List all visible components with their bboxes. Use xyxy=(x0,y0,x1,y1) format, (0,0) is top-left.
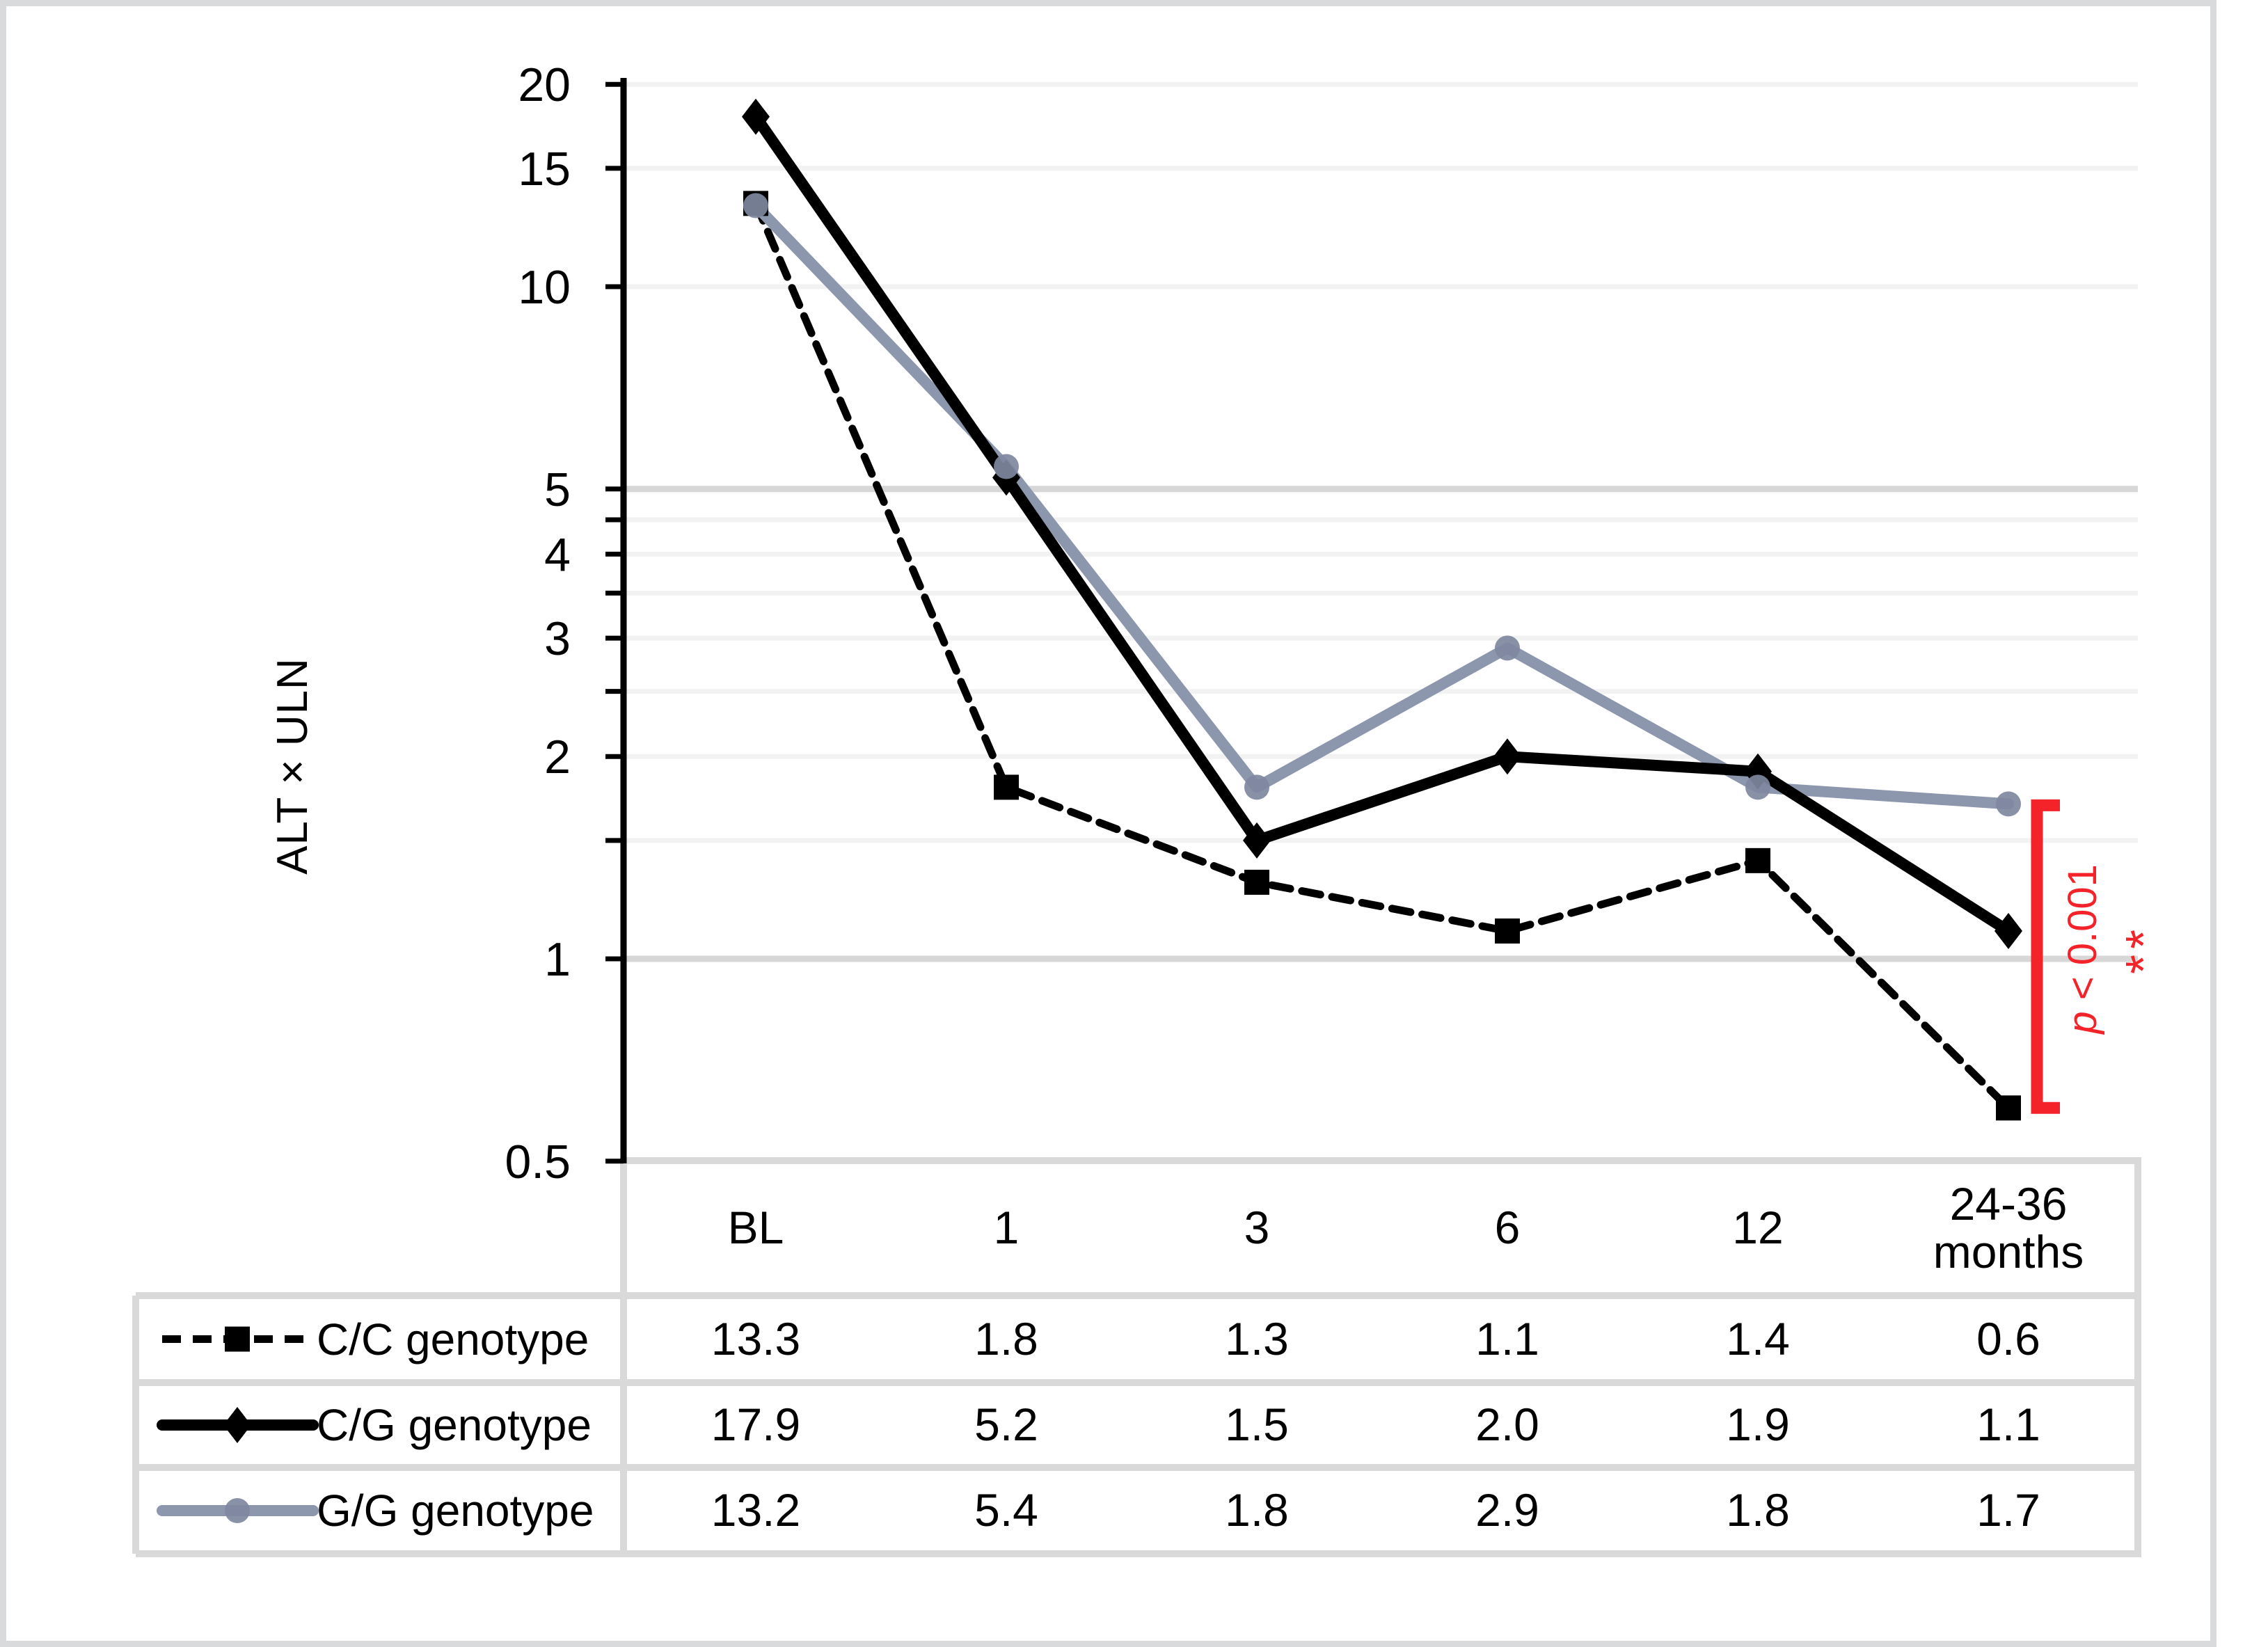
legend-label-gg: G/G genotype xyxy=(317,1486,594,1536)
y-tick-label: 4 xyxy=(544,528,571,581)
significance-stars: ** xyxy=(2116,924,2172,974)
significance-bracket xyxy=(2031,799,2060,1114)
y-tick-label: 1 xyxy=(544,933,571,986)
series-line-cg xyxy=(750,111,2014,937)
table-cell: 13.2 xyxy=(711,1484,801,1536)
table-cell: 1.8 xyxy=(1726,1484,1790,1536)
x-category-label: 1 xyxy=(993,1202,1020,1254)
series-marker-diamond xyxy=(1243,822,1271,859)
x-category-label: BL xyxy=(727,1202,784,1254)
series-marker-square xyxy=(1996,1095,2021,1121)
series-marker-circle xyxy=(1996,791,2021,817)
table-cell: 5.2 xyxy=(974,1399,1038,1451)
x-category-label: 6 xyxy=(1494,1202,1521,1254)
series-marker-square xyxy=(1495,918,1520,944)
table-cell: 1.7 xyxy=(1976,1484,2040,1536)
table-cell: 0.6 xyxy=(1976,1312,2040,1364)
table-cell: 1.4 xyxy=(1726,1312,1790,1364)
series-marker-circle xyxy=(1495,635,1520,661)
series-line-cc xyxy=(752,199,2013,1112)
table-cell: 1.9 xyxy=(1726,1399,1790,1451)
x-category-label: 24-36 months xyxy=(1933,1177,2084,1278)
table-cell: 2.9 xyxy=(1475,1484,1539,1536)
table-cell: 5.4 xyxy=(974,1484,1038,1536)
table-cell: 1.1 xyxy=(1475,1312,1539,1364)
table-cell: 13.3 xyxy=(711,1312,801,1364)
legend-key-marker-gg xyxy=(225,1498,250,1523)
y-tick-label: 5 xyxy=(544,463,571,516)
legend-label-cc: C/C genotype xyxy=(317,1314,589,1364)
series-marker-square xyxy=(1745,848,1770,873)
p-value-label: p < 0.001 xyxy=(2060,864,2105,1035)
table-cell: 17.9 xyxy=(711,1399,801,1451)
y-tick-label: 20 xyxy=(518,58,571,111)
x-category-label: 3 xyxy=(1244,1202,1270,1254)
table-cell: 1.8 xyxy=(1225,1484,1289,1536)
y-tick-label: 15 xyxy=(518,143,571,196)
table-cell: 1.8 xyxy=(974,1312,1038,1364)
y-tick-label: 3 xyxy=(544,612,571,665)
legend-key-marker-cc xyxy=(225,1326,250,1352)
legend-label-cg: C/G genotype xyxy=(317,1400,592,1450)
table-cell: 2.0 xyxy=(1475,1399,1539,1451)
series-marker-circle xyxy=(1745,774,1770,800)
series-marker-square xyxy=(994,774,1019,800)
series-marker-diamond xyxy=(1493,738,1521,775)
table-cell: 1.3 xyxy=(1225,1312,1289,1364)
series-marker-square xyxy=(1244,869,1269,895)
y-tick-label: 10 xyxy=(518,261,571,314)
series-marker-circle xyxy=(1244,774,1269,800)
y-tick-label: 0.5 xyxy=(505,1136,571,1188)
legend-key-marker-cg xyxy=(223,1407,251,1443)
series-marker-diamond xyxy=(1995,913,2022,950)
table-cell: 1.5 xyxy=(1225,1399,1289,1451)
series-marker-circle xyxy=(743,193,768,218)
y-tick-label: 2 xyxy=(544,731,571,783)
series-marker-circle xyxy=(994,454,1019,479)
table-cell: 1.1 xyxy=(1976,1399,2040,1451)
series-marker-diamond xyxy=(742,98,770,135)
x-category-label: 12 xyxy=(1732,1202,1784,1254)
